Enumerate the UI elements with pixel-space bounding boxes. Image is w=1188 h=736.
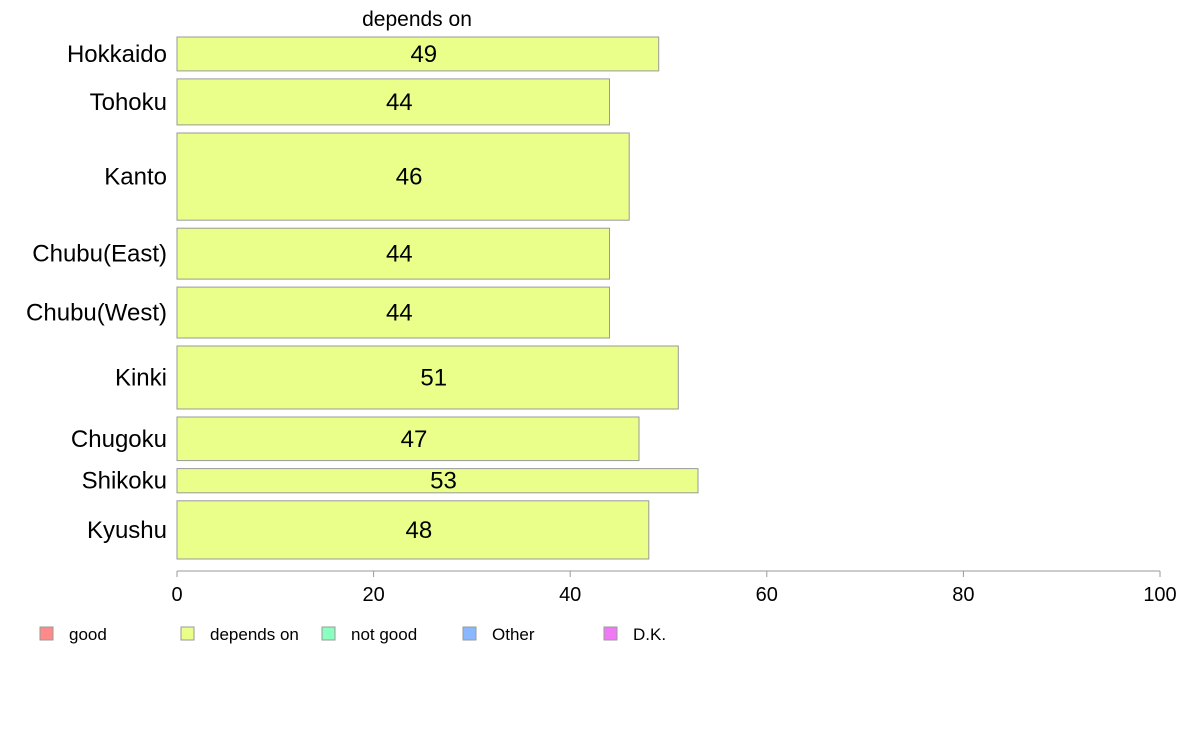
legend-label: depends on xyxy=(210,625,299,644)
x-tick-label: 0 xyxy=(171,584,182,606)
bar-kanto xyxy=(176,132,630,221)
bar-tohoku xyxy=(176,78,610,126)
bar-chugoku xyxy=(176,416,640,462)
legend-label: Other xyxy=(492,625,535,644)
legend-label: good xyxy=(69,625,107,644)
legend-swatch xyxy=(321,626,336,641)
x-tick-label: 100 xyxy=(1143,584,1176,606)
x-axis: 0 20 40 60 80 100 xyxy=(171,570,1177,606)
value-label: 44 xyxy=(386,300,413,327)
x-tick-label: 60 xyxy=(756,584,778,606)
value-label: 49 xyxy=(410,41,437,68)
legend-label: D.K. xyxy=(633,625,666,644)
bar-kyushu xyxy=(176,500,650,560)
value-label: 46 xyxy=(396,164,423,191)
category-label: Shikoku xyxy=(82,468,167,495)
legend-swatch xyxy=(462,626,477,641)
category-label: Kanto xyxy=(104,164,167,191)
bar-chubu-east- xyxy=(176,227,610,280)
bar-chubu-west- xyxy=(176,286,610,339)
value-label: 53 xyxy=(430,468,457,495)
value-label: 48 xyxy=(406,517,433,544)
x-tick-label: 80 xyxy=(952,584,974,606)
category-label: Tohoku xyxy=(90,89,167,116)
category-label: Chubu(East) xyxy=(32,241,167,268)
category-label: Kinki xyxy=(115,365,167,392)
bar-hokkaido xyxy=(176,36,660,72)
x-tick-label: 40 xyxy=(559,584,581,606)
legend-swatch xyxy=(603,626,618,641)
legend-swatch xyxy=(39,626,54,641)
value-label: 47 xyxy=(401,426,428,453)
category-label: Hokkaido xyxy=(67,41,167,68)
category-label: Chugoku xyxy=(71,426,167,453)
value-label: 51 xyxy=(420,365,447,392)
chart-title: depends on xyxy=(362,8,472,31)
legend: good depends on not good Other D.K. xyxy=(39,625,666,644)
value-label: 44 xyxy=(386,89,413,116)
bar-kinki xyxy=(176,345,679,410)
category-label: Chubu(West) xyxy=(26,300,167,327)
value-label: 44 xyxy=(386,241,413,268)
bars-group: Hokkaido 49 Tohoku 44 Kanto 46 Chubu(East) 44 Ch… xyxy=(26,36,699,560)
legend-label: not good xyxy=(351,625,417,644)
x-tick-label: 20 xyxy=(362,584,384,606)
bar-shikoku xyxy=(176,468,699,494)
legend-swatch xyxy=(180,626,195,641)
category-label: Kyushu xyxy=(87,517,167,544)
